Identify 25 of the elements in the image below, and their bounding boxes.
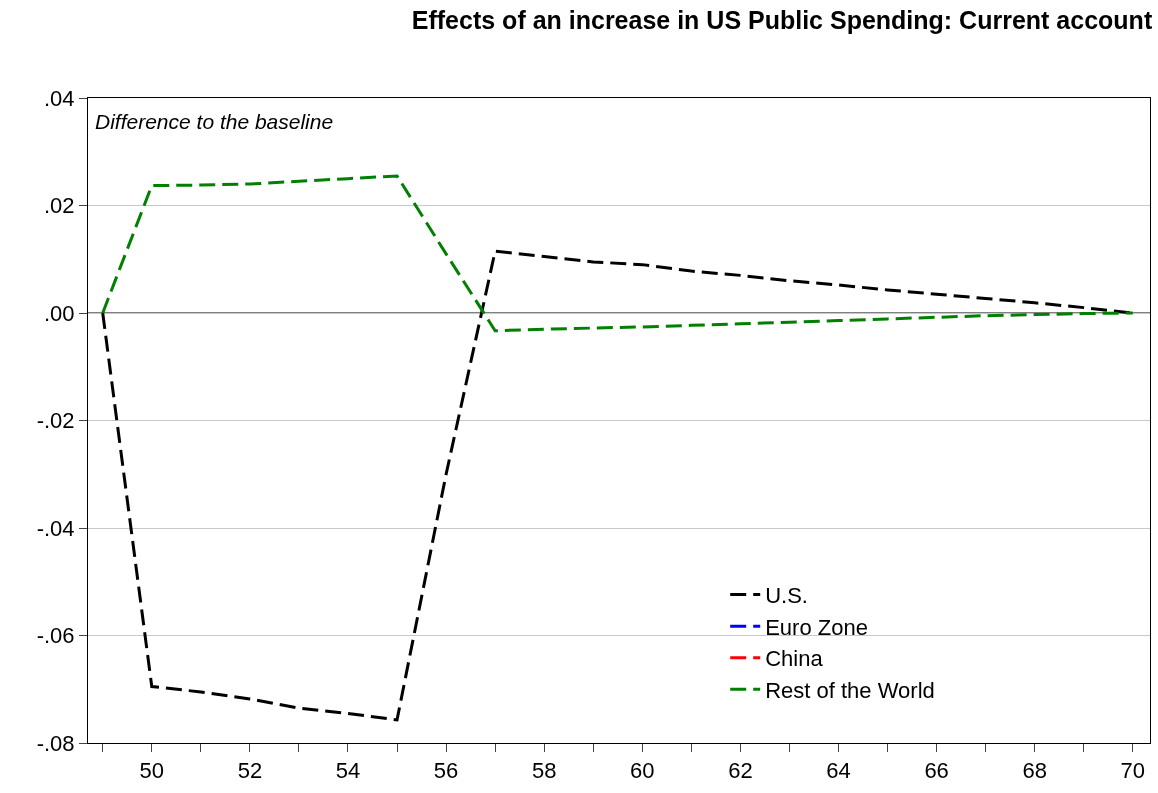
x-tick-label: 70 [1120,758,1146,784]
x-tick-label: 58 [531,758,557,784]
x-tick-label: 60 [630,758,655,784]
legend-label: Rest of the World [765,677,935,703]
x-tick-label: 66 [924,758,949,784]
x-tick-label: 68 [1022,758,1047,784]
line-series [101,174,1135,333]
y-tick-label: -.02 [36,408,75,434]
y-tick-label: -.08 [36,730,75,756]
x-tick-label: 56 [433,758,459,784]
x-tick-label: 52 [237,758,263,784]
x-tick-label: 50 [139,758,165,784]
y-tick-label: .00 [44,300,75,326]
x-tick-label: 64 [826,758,851,784]
annotation: Difference to the baseline [95,110,334,133]
y-tick-label: -.04 [36,515,75,541]
y-tick-label: .04 [44,85,75,111]
chart-title: Effects of an increase in US Public Spending: Current account [411,6,1153,35]
legend-label: U.S. [765,583,808,609]
x-tick-label: 62 [728,758,753,784]
legend-label: China [765,646,824,672]
legend-label: Euro Zone [765,614,868,640]
x-tick-label: 54 [335,758,361,784]
y-tick-label: -.06 [36,623,75,649]
y-tick-label: .02 [44,193,75,219]
